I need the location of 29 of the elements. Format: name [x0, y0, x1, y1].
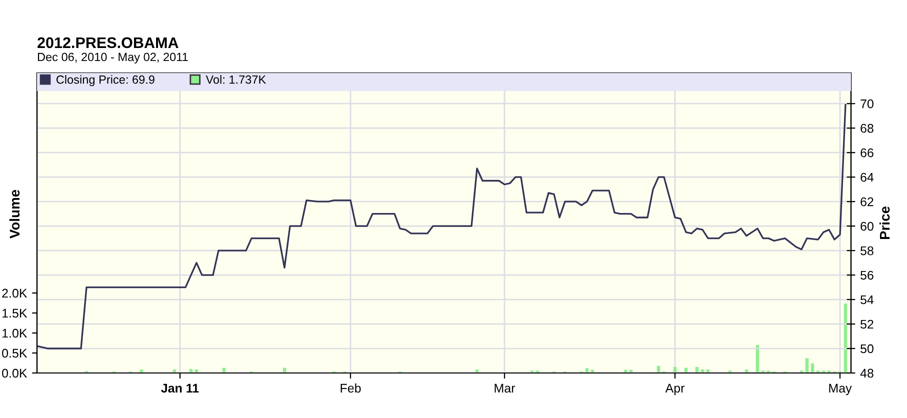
- y2-tick-label: 58: [860, 246, 874, 256]
- x-tick-label: Jan 11: [161, 384, 199, 393]
- y2-tick-label: 48: [860, 368, 874, 378]
- x-tick-label: May: [829, 384, 852, 396]
- y2-tick-label: 60: [860, 222, 874, 231]
- y-tick-label: 1.0K: [2, 328, 28, 338]
- x-tick-label: Apr: [665, 384, 685, 396]
- chart-title: 2012.PRES.OBAMA: [38, 37, 178, 48]
- y2-tick-label: 62: [860, 197, 874, 206]
- legend-label: Closing Price: 69.9: [56, 75, 154, 86]
- legend-label: Vol: 1.737K: [206, 75, 266, 84]
- line-series: [37, 104, 846, 350]
- y2-tick-label: 66: [860, 148, 874, 158]
- y2-tick-label: 64: [860, 172, 874, 182]
- y2-tick-label: 68: [860, 124, 874, 133]
- x-tick-label: Mar: [494, 384, 516, 393]
- y-tick-label: 0.5K: [2, 348, 28, 358]
- y2-tick-label: 50: [860, 344, 874, 354]
- y2-tick-label: 70: [860, 99, 874, 108]
- y-axis-title: Volume: [9, 190, 20, 238]
- y2-tick-label: 56: [860, 270, 874, 280]
- x-tick-label: Feb: [340, 383, 361, 393]
- y2-tick-label: 54: [860, 295, 874, 304]
- chart-subtitle: Dec 06, 2010 - May 02, 2011: [38, 52, 188, 64]
- y2-tick-label: 52: [860, 320, 874, 329]
- y-tick-label: 2.0K: [2, 288, 28, 298]
- y-tick-label: 1.5K: [2, 308, 28, 318]
- y2-axis-title: Price: [879, 206, 890, 240]
- y-tick-label: 0.0K: [2, 368, 28, 378]
